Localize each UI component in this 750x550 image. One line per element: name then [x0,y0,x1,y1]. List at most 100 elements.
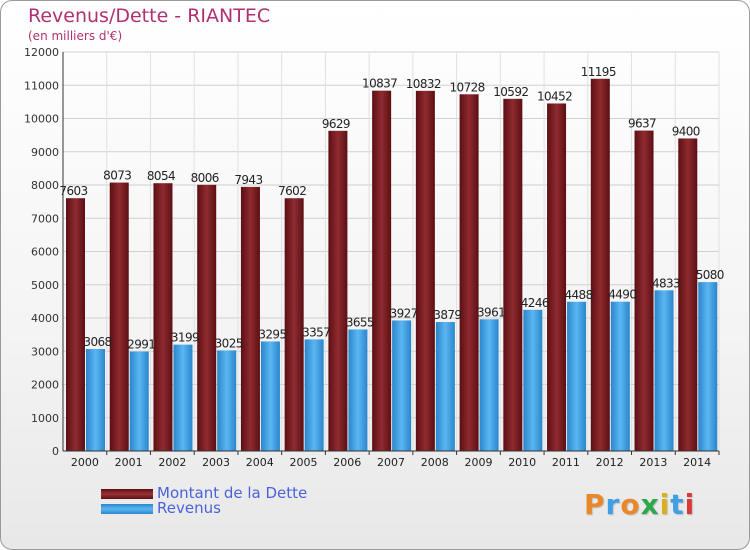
bar-dette [109,182,129,451]
legend-item-dette: Montant de la Dette [101,486,307,501]
x-tick-label: 2002 [158,456,186,469]
bar-dette [328,130,348,451]
bar-revenus [479,319,499,451]
data-label: 10592 [493,85,528,99]
data-label: 3961 [477,305,505,319]
data-label: 3068 [83,335,111,349]
data-label: 3357 [302,325,330,339]
y-tick-label: 3000 [31,345,59,358]
data-label: 8054 [147,169,175,183]
data-label: 3199 [171,331,199,345]
data-label: 11195 [581,65,616,79]
data-label: 9637 [628,117,656,131]
data-label: 3655 [346,315,374,329]
x-tick-label: 2007 [377,456,405,469]
bar-dette [459,94,479,451]
data-label: 4490 [608,288,636,302]
y-tick-label: 11000 [24,79,59,92]
legend-item-revenus: Revenus [101,501,307,516]
bar-dette [372,90,392,452]
bar-dette [153,183,173,451]
legend-label-dette: Montant de la Dette [157,484,308,502]
y-tick-label: 6000 [31,246,59,259]
chart-title: Revenus/Dette - RIANTEC [28,5,271,27]
x-tick-label: 2011 [552,456,580,469]
data-label: 7602 [278,184,306,198]
bar-revenus [567,301,587,451]
bar-revenus [86,348,105,451]
y-tick-label: 7000 [31,212,59,225]
y-tick-label: 8000 [31,179,59,192]
bar-revenus [348,329,368,451]
x-tick-label: 2012 [596,456,624,469]
y-tick-label: 10000 [24,113,59,126]
bar-dette [590,78,610,452]
bar-revenus [260,341,280,451]
bar-revenus [654,290,674,451]
y-tick-label: 1000 [31,412,59,425]
data-label: 9400 [672,124,700,138]
y-tick-label: 5000 [31,279,59,292]
x-tick-label: 2003 [202,456,230,469]
data-label: 4833 [652,276,680,290]
bar-revenus [129,351,149,451]
x-tick-label: 2009 [464,456,492,469]
x-tick-label: 2013 [639,456,667,469]
bar-revenus [173,344,193,451]
data-label: 10452 [537,89,572,103]
x-tick-label: 2004 [246,456,274,469]
x-tick-label: 2005 [290,456,318,469]
y-tick-label: 9000 [31,146,59,159]
bar-revenus [523,309,543,451]
data-label: 3025 [215,336,243,350]
data-label: 10832 [406,77,441,91]
data-label: 3879 [433,308,461,322]
bar-dette [66,198,85,451]
data-label: 8006 [191,171,219,185]
y-tick-label: 4000 [31,312,59,325]
bar-revenus [610,301,630,451]
x-tick-label: 2006 [333,456,361,469]
legend: Montant de la Dette Revenus [101,486,307,516]
data-label: 7603 [59,184,87,198]
data-label: 9629 [322,117,350,131]
bar-dette [240,186,260,451]
legend-label-revenus: Revenus [157,499,221,517]
chart-subtitle: (en milliers d'€) [28,29,123,43]
bar-revenus [392,320,412,451]
y-tick-label: 2000 [31,379,59,392]
data-label: 4246 [521,296,549,310]
y-tick-label: 0 [52,445,59,458]
data-label: 10837 [362,77,397,91]
bar-revenus [698,282,718,451]
data-label: 2991 [127,338,155,352]
bar-dette [547,103,567,451]
data-label: 4488 [564,288,592,302]
x-tick-label: 2001 [115,456,143,469]
data-label: 8073 [103,169,131,183]
data-label: 3295 [258,327,286,341]
proxiti-logo: Proxiti [584,488,696,521]
bar-dette [634,130,654,451]
x-tick-label: 2014 [683,456,711,469]
data-label: 5080 [696,268,724,282]
data-label: 3927 [390,306,418,320]
y-tick-label: 12000 [24,46,59,59]
data-label: 10728 [450,80,485,94]
x-tick-label: 2010 [508,456,536,469]
bar-dette [503,98,523,451]
data-label: 7943 [234,173,262,187]
legend-swatch-revenus [101,503,153,514]
bar-revenus [304,339,324,451]
bar-dette [284,198,304,451]
bar-dette [678,138,698,451]
x-tick-label: 2000 [71,456,99,469]
bar-dette [415,90,435,451]
bar-dette [197,184,217,451]
bar-revenus [435,322,455,451]
x-tick-label: 2008 [421,456,449,469]
legend-swatch-dette [101,488,153,499]
bar-revenus [217,350,237,451]
